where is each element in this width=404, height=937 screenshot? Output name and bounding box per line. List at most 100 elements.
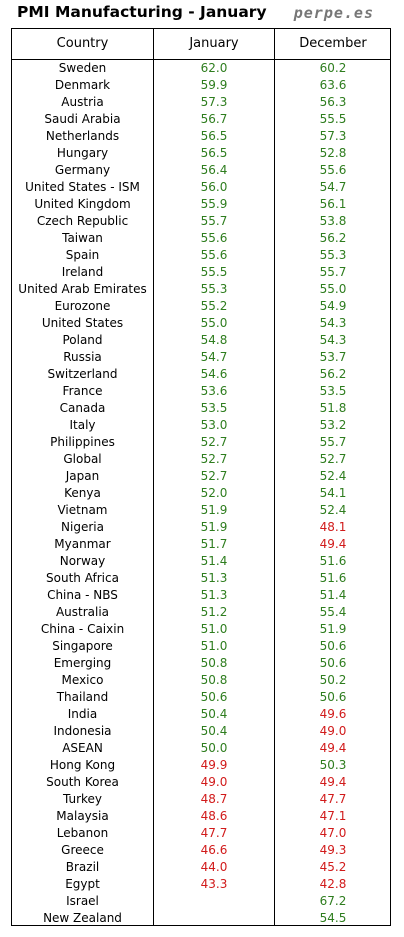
december-value: 50.6 [319, 690, 347, 704]
country-cell: Malaysia [56, 809, 109, 823]
december-value: 45.2 [319, 860, 347, 874]
december-value: 55.7 [319, 435, 347, 449]
december-value: 53.7 [319, 350, 347, 364]
december-value: 50.2 [319, 673, 347, 687]
table-row: Japan 52.7 52.4 [12, 468, 390, 485]
table-row: Emerging 50.8 50.6 [12, 655, 390, 672]
brand-watermark: perpe.es [293, 4, 374, 22]
table-row: Brazil 44.0 45.2 [12, 859, 390, 876]
january-value: 50.8 [200, 673, 228, 687]
december-value: 51.6 [319, 571, 347, 585]
country-cell: Poland [62, 333, 103, 347]
table-row: Czech Republic 55.7 53.8 [12, 213, 390, 230]
december-value: 60.2 [319, 61, 347, 75]
country-cell: Czech Republic [36, 214, 129, 228]
january-value: 51.9 [200, 503, 228, 517]
country-cell: France [62, 384, 103, 398]
column-header-country: Country [56, 36, 109, 51]
country-cell: Russia [63, 350, 102, 364]
country-cell: Netherlands [45, 129, 120, 143]
country-cell: Saudi Arabia [44, 112, 121, 126]
december-value: 54.1 [319, 486, 347, 500]
january-value: 56.5 [200, 129, 228, 143]
december-value: 52.4 [319, 469, 347, 483]
country-cell: Thailand [56, 690, 109, 704]
country-cell: Denmark [54, 78, 111, 92]
table-row: Switzerland 54.6 56.2 [12, 366, 390, 383]
december-value: 49.4 [319, 775, 347, 789]
table-row: Spain 55.6 55.3 [12, 247, 390, 264]
december-value: 55.6 [319, 163, 347, 177]
december-value: 56.2 [319, 367, 347, 381]
january-value: 51.0 [200, 622, 228, 636]
december-value: 55.7 [319, 265, 347, 279]
january-value: 53.6 [200, 384, 228, 398]
january-value: 55.0 [200, 316, 228, 330]
table-row: South Korea 49.0 49.4 [12, 774, 390, 791]
january-value: 54.6 [200, 367, 228, 381]
table-row: Hong Kong 49.9 50.3 [12, 757, 390, 774]
country-cell: Singapore [52, 639, 113, 653]
january-value: 47.7 [200, 826, 228, 840]
december-value: 54.7 [319, 180, 347, 194]
december-value: 57.3 [319, 129, 347, 143]
december-value: 49.0 [319, 724, 347, 738]
country-cell: Kenya [64, 486, 101, 500]
table-row: Hungary 56.5 52.8 [12, 145, 390, 162]
december-value: 51.9 [319, 622, 347, 636]
table-row: India 50.4 49.6 [12, 706, 390, 723]
december-value: 56.2 [319, 231, 347, 245]
january-value: 52.7 [200, 452, 228, 466]
january-value: 52.0 [200, 486, 228, 500]
country-cell: New Zealand [43, 911, 122, 925]
january-value: 50.4 [200, 707, 228, 721]
table-row: Kenya 52.0 54.1 [12, 485, 390, 502]
january-value: 56.0 [200, 180, 228, 194]
country-cell: Egypt [65, 877, 100, 891]
january-value: 54.8 [200, 333, 228, 347]
column-header-december: December [299, 36, 367, 51]
january-value: 48.7 [200, 792, 228, 806]
december-value: 49.6 [319, 707, 347, 721]
january-value: 55.3 [200, 282, 228, 296]
header-divider [12, 59, 390, 60]
january-value: 56.5 [200, 146, 228, 160]
table-row: Ireland 55.5 55.7 [12, 264, 390, 281]
table-row: France 53.6 53.5 [12, 383, 390, 400]
table-row: Austria 57.3 56.3 [12, 94, 390, 111]
january-value: 55.9 [200, 197, 228, 211]
december-value: 53.8 [319, 214, 347, 228]
country-cell: South Korea [46, 775, 119, 789]
january-value: 51.9 [200, 520, 228, 534]
december-value: 52.4 [319, 503, 347, 517]
january-value: 52.7 [200, 469, 228, 483]
country-cell: Global [63, 452, 102, 466]
january-value: 55.6 [200, 248, 228, 262]
january-value: 43.3 [200, 877, 228, 891]
january-value: 57.3 [200, 95, 228, 109]
country-cell: Japan [65, 469, 100, 483]
country-cell: Germany [54, 163, 111, 177]
table-row: New Zealand 54.5 [12, 910, 390, 927]
december-value: 50.6 [319, 639, 347, 653]
january-value: 44.0 [200, 860, 228, 874]
december-value: 54.5 [319, 911, 347, 925]
country-cell: Lebanon [56, 826, 109, 840]
table-row: Mexico 50.8 50.2 [12, 672, 390, 689]
december-value: 49.4 [319, 741, 347, 755]
country-cell: United States - ISM [25, 180, 140, 194]
page-title: PMI Manufacturing - January [17, 3, 267, 21]
country-cell: ASEAN [62, 741, 103, 755]
january-value: 53.0 [200, 418, 228, 432]
column-header-january: January [189, 36, 239, 51]
december-value: 51.8 [319, 401, 347, 415]
january-value: 50.4 [200, 724, 228, 738]
table-row: Egypt 43.3 42.8 [12, 876, 390, 893]
country-cell: Greece [61, 843, 104, 857]
column-divider [153, 29, 154, 925]
table-row: Vietnam 51.9 52.4 [12, 502, 390, 519]
december-value: 54.9 [319, 299, 347, 313]
december-value: 53.2 [319, 418, 347, 432]
table-row: Philippines 52.7 55.7 [12, 434, 390, 451]
january-value: 50.8 [200, 656, 228, 670]
